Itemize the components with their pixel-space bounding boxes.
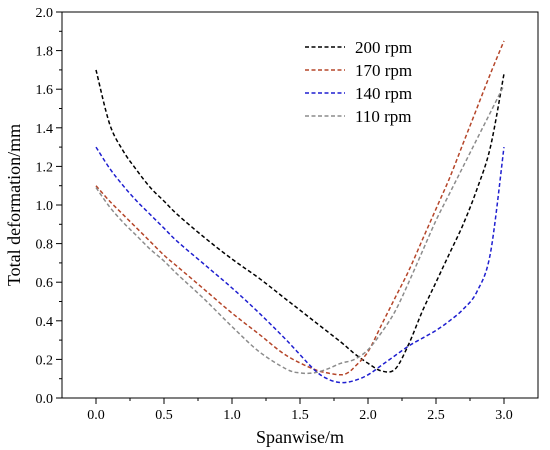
y-tick-label: 1.2 [36, 160, 54, 175]
y-tick-label: 1.4 [36, 122, 54, 137]
y-axis-label: Total deformation/mm [4, 124, 24, 286]
x-tick-label: 2.0 [359, 408, 377, 423]
y-tick-label: 1.8 [36, 45, 54, 60]
legend-label: 200 rpm [355, 38, 412, 57]
legend: 200 rpm 170 rpm 140 rpm 110 rpm [305, 38, 412, 126]
legend-label: 170 rpm [355, 61, 412, 80]
y-tick-label: 0.0 [36, 392, 54, 407]
plot-frame [61, 11, 539, 399]
x-tick-label: 0.5 [155, 408, 173, 423]
y-tick-label: 0.2 [36, 353, 54, 368]
series-line-140-rpm [95, 146, 505, 384]
x-axis-label: Spanwise/m [256, 427, 344, 447]
x-tick-label: 2.5 [427, 408, 445, 423]
legend-label: 140 rpm [355, 84, 412, 103]
y-tick-label: 0.6 [36, 276, 54, 291]
y-tick-label: 1.6 [36, 83, 54, 98]
y-tick-label: 2.0 [36, 6, 54, 21]
y-tick-label: 0.4 [36, 315, 54, 330]
x-tick-label: 1.5 [291, 408, 309, 423]
y-tick-label: 0.8 [36, 238, 54, 253]
y-tick-label: 1.0 [36, 199, 54, 214]
series-layer [95, 40, 505, 384]
series-line-200-rpm [95, 69, 505, 373]
legend-label: 110 rpm [355, 107, 412, 126]
axis-ticks: 0.0 0.5 1.0 1.5 2.0 2.5 3.0 0.0 0.2 0.4 0.6 0.8 1.0 1… [36, 6, 513, 423]
series-line-170-rpm [95, 40, 505, 376]
x-tick-label: 1.0 [223, 408, 241, 423]
x-tick-label: 3.0 [495, 408, 513, 423]
series-line-110-rpm [95, 84, 505, 375]
x-tick-label: 0.0 [87, 408, 105, 423]
